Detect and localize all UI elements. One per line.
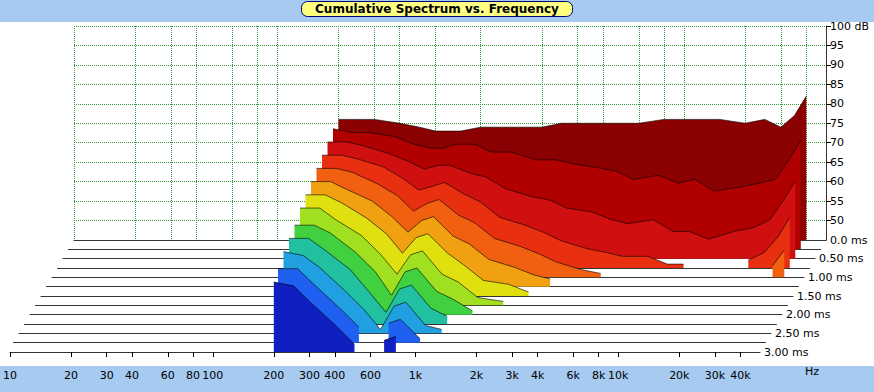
svg-text:30: 30: [100, 369, 114, 382]
svg-text:20: 20: [64, 369, 78, 382]
svg-text:95: 95: [830, 39, 844, 52]
svg-text:Cumulative Spectrum vs. Freque: Cumulative Spectrum vs. Frequency: [315, 2, 559, 16]
svg-text:40: 40: [125, 369, 139, 382]
svg-text:Hz: Hz: [805, 365, 819, 378]
svg-text:3.00 ms: 3.00 ms: [764, 346, 809, 359]
svg-text:2.50 ms: 2.50 ms: [775, 327, 820, 340]
svg-text:30k: 30k: [705, 369, 726, 382]
svg-text:4k: 4k: [531, 369, 545, 382]
svg-text:0.50 ms: 0.50 ms: [819, 252, 864, 265]
svg-text:65: 65: [830, 156, 844, 169]
svg-text:10: 10: [3, 369, 17, 382]
svg-text:90: 90: [830, 58, 844, 71]
svg-text:2k: 2k: [470, 369, 484, 382]
svg-text:85: 85: [830, 78, 844, 91]
svg-text:70: 70: [830, 136, 844, 149]
svg-text:1.50 ms: 1.50 ms: [797, 290, 842, 303]
svg-text:1k: 1k: [409, 369, 423, 382]
svg-text:400: 400: [324, 369, 345, 382]
svg-text:60: 60: [830, 175, 844, 188]
svg-text:0.0 ms: 0.0 ms: [830, 234, 868, 247]
svg-text:200: 200: [263, 369, 284, 382]
svg-text:75: 75: [830, 117, 844, 130]
svg-text:20k: 20k: [669, 369, 690, 382]
svg-text:40k: 40k: [730, 369, 751, 382]
svg-text:6k: 6k: [567, 369, 581, 382]
svg-text:2.00 ms: 2.00 ms: [786, 308, 831, 321]
svg-text:100: 100: [202, 369, 223, 382]
svg-text:80: 80: [186, 369, 200, 382]
svg-text:1.00 ms: 1.00 ms: [808, 271, 853, 284]
svg-text:55: 55: [830, 195, 844, 208]
svg-text:80: 80: [830, 97, 844, 110]
svg-text:10k: 10k: [608, 369, 629, 382]
svg-text:3k: 3k: [506, 369, 520, 382]
svg-text:8k: 8k: [592, 369, 606, 382]
svg-text:60: 60: [161, 369, 175, 382]
svg-text:600: 600: [360, 369, 381, 382]
svg-text:100 dB: 100 dB: [830, 20, 869, 33]
svg-text:300: 300: [299, 369, 320, 382]
svg-text:50: 50: [830, 214, 844, 227]
